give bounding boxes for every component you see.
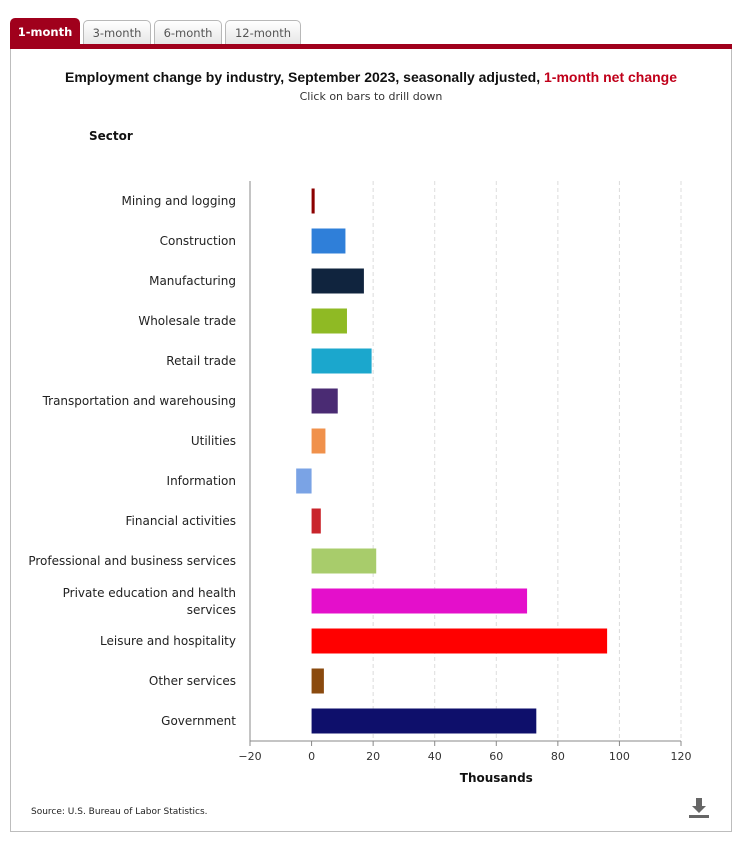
category-label: Information xyxy=(167,474,236,488)
category-label: Utilities xyxy=(191,434,236,448)
x-tick-label: 0 xyxy=(308,750,315,763)
category-label: Private education and health services xyxy=(63,586,236,617)
bar[interactable] xyxy=(311,548,377,574)
x-axis-title: Thousands xyxy=(460,771,533,785)
tab-bar-underline xyxy=(10,44,732,49)
bar[interactable] xyxy=(311,668,324,694)
chart-subtitle: Click on bars to drill down xyxy=(299,90,443,103)
chart-title: Employment change by industry, September… xyxy=(0,69,742,85)
bar[interactable] xyxy=(311,628,608,654)
chart-panel xyxy=(10,49,732,832)
source-note: Source: U.S. Bureau of Labor Statistics. xyxy=(31,807,208,817)
x-tick-label: 20 xyxy=(366,750,380,763)
bar[interactable] xyxy=(311,268,364,294)
category-label: Other services xyxy=(149,674,236,688)
bar-chart: −20 0 20 40 60 80 100 120 Thousands Mining and lo… xyxy=(28,181,692,785)
x-tick-label: 60 xyxy=(489,750,503,763)
x-tick-label: 100 xyxy=(609,750,630,763)
bar[interactable] xyxy=(311,388,338,414)
x-tick-label: 120 xyxy=(671,750,692,763)
category-label: Retail trade xyxy=(166,354,236,368)
category-label: Construction xyxy=(160,234,236,248)
tab-1-month[interactable]: 1-month xyxy=(10,18,80,45)
x-tick-label: 40 xyxy=(428,750,442,763)
category-label: Leisure and hospitality xyxy=(100,634,236,648)
category-label: Professional and business services xyxy=(28,554,236,568)
bar[interactable] xyxy=(311,708,537,734)
tab-6-month[interactable]: 6-month xyxy=(154,20,222,44)
category-label: Financial activities xyxy=(126,514,236,528)
tab-3-month[interactable]: 3-month xyxy=(83,20,151,44)
bar[interactable] xyxy=(311,188,315,214)
tab-12-month[interactable]: 12-month xyxy=(225,20,301,44)
category-label: Mining and logging xyxy=(121,194,236,208)
chart-title-main: Employment change by industry, September… xyxy=(64,69,544,85)
category-label: Manufacturing xyxy=(149,274,236,288)
bar[interactable] xyxy=(311,508,321,534)
bar[interactable] xyxy=(311,428,326,454)
chart-title-highlight: 1-month net change xyxy=(544,69,678,85)
bar[interactable] xyxy=(311,588,528,614)
bar[interactable] xyxy=(311,348,372,374)
bar[interactable] xyxy=(296,468,312,494)
x-tick-label: 80 xyxy=(551,750,565,763)
bar[interactable] xyxy=(311,228,346,254)
category-label: Transportation and warehousing xyxy=(42,394,236,408)
category-label: Government xyxy=(161,714,236,728)
sector-axis-title: Sector xyxy=(89,129,133,143)
bar[interactable] xyxy=(311,308,347,334)
category-label: Wholesale trade xyxy=(138,314,236,328)
x-tick-label: −20 xyxy=(238,750,261,763)
download-icon[interactable] xyxy=(686,795,712,821)
